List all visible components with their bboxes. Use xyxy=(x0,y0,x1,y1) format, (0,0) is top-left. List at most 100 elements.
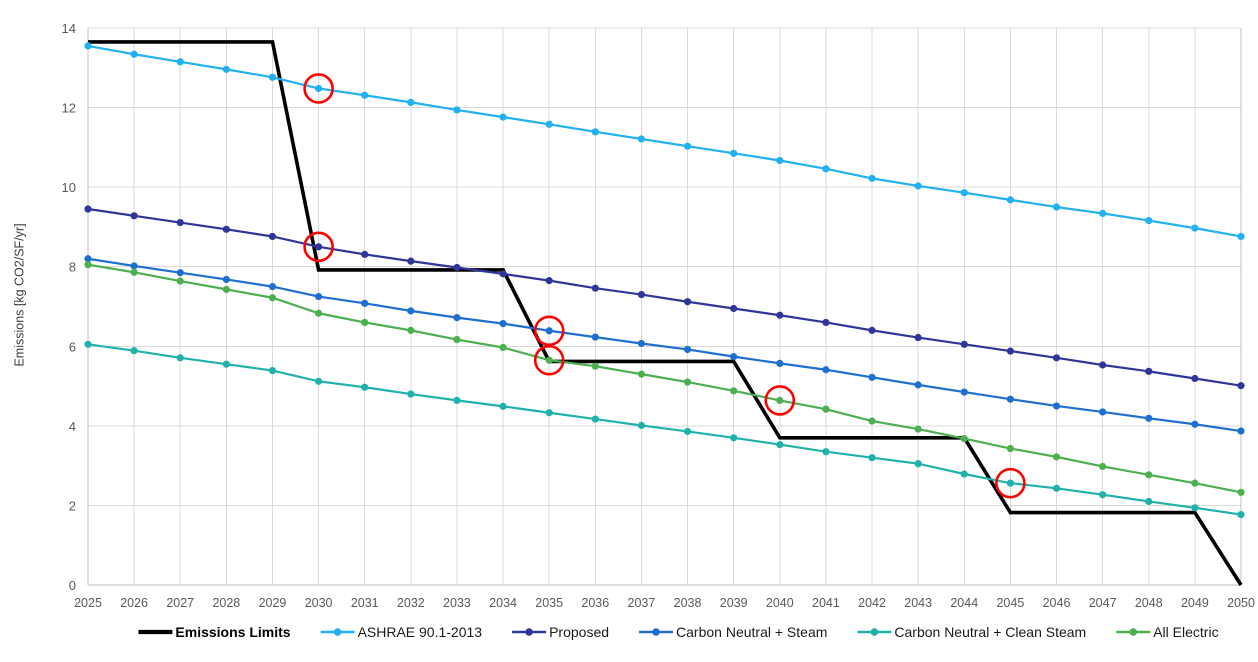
data-point xyxy=(683,427,692,436)
x-tick-label: 2050 xyxy=(1227,596,1255,610)
data-point xyxy=(407,390,415,398)
data-point xyxy=(637,290,646,299)
data-point xyxy=(868,373,876,381)
data-point xyxy=(914,381,922,389)
x-axis-ticks: 2025 2026 2027 2028 2029 2030 2031 2032 2033 2034… xyxy=(74,596,1255,610)
data-point xyxy=(637,339,646,348)
x-tick-label: 2040 xyxy=(766,596,794,610)
data-point xyxy=(84,42,92,50)
data-point xyxy=(315,309,323,317)
data-point xyxy=(545,327,553,335)
data-point xyxy=(545,409,553,417)
data-point xyxy=(499,343,507,352)
y-tick-label: 4 xyxy=(69,419,76,434)
legend-swatch-marker xyxy=(870,628,879,636)
data-point xyxy=(683,142,692,150)
data-point xyxy=(822,165,830,173)
data-point xyxy=(130,50,138,58)
legend-label: All Electric xyxy=(1153,624,1218,640)
series-layer xyxy=(84,40,1245,586)
y-tick-label: 6 xyxy=(69,339,76,354)
x-tick-label: 2042 xyxy=(858,596,886,610)
data-point xyxy=(268,283,277,291)
x-tick-label: 2029 xyxy=(259,596,287,610)
legend-label: Proposed xyxy=(549,624,609,640)
data-point xyxy=(176,58,184,66)
x-tick-label: 2027 xyxy=(166,596,194,610)
x-tick-label: 2034 xyxy=(489,596,517,610)
data-point xyxy=(1006,444,1015,453)
data-point xyxy=(591,362,599,370)
legend-label: Carbon Neutral + Steam xyxy=(676,624,827,640)
legend-item-ashrae-90-1-2013[interactable]: ASHRAE 90.1-2013 xyxy=(320,624,483,640)
series-carbon-neutral-steam xyxy=(84,255,1245,435)
data-point xyxy=(361,318,369,327)
data-point xyxy=(407,326,415,334)
x-tick-label: 2032 xyxy=(397,596,425,610)
data-point xyxy=(914,460,922,468)
data-point xyxy=(1145,414,1153,422)
data-point xyxy=(1052,402,1061,410)
data-point xyxy=(453,314,461,322)
x-tick-label: 2026 xyxy=(120,596,148,610)
x-tick-label: 2045 xyxy=(996,596,1024,610)
data-point xyxy=(683,378,692,386)
x-tick-label: 2039 xyxy=(720,596,748,610)
annotation-circle-highlight-2030-proposed xyxy=(303,231,334,263)
data-point xyxy=(868,326,876,334)
data-point xyxy=(1145,471,1153,479)
data-point xyxy=(222,360,230,368)
data-point xyxy=(407,98,415,106)
legend-item-proposed[interactable]: Proposed xyxy=(512,624,609,640)
data-point xyxy=(1237,488,1245,496)
legend-item-emissions-limits[interactable]: Emissions Limits xyxy=(138,624,291,640)
data-point xyxy=(822,405,830,413)
data-point xyxy=(545,120,553,128)
data-point xyxy=(268,366,277,375)
data-point xyxy=(1191,504,1199,512)
legend-item-all-electric[interactable]: All Electric xyxy=(1116,624,1219,640)
data-point xyxy=(776,359,784,367)
data-point xyxy=(176,218,184,227)
data-point xyxy=(545,356,553,364)
data-point xyxy=(730,149,738,157)
series-line xyxy=(88,40,1243,586)
data-point xyxy=(222,275,230,284)
data-point xyxy=(683,298,692,306)
data-point xyxy=(1191,479,1199,487)
series-line xyxy=(87,257,1242,433)
data-point xyxy=(315,243,323,251)
legend-item-carbon-neutral-clean-steam[interactable]: Carbon Neutral + Clean Steam xyxy=(857,624,1086,640)
data-point xyxy=(499,113,507,121)
data-point xyxy=(84,205,92,213)
y-tick-label: 0 xyxy=(69,578,76,593)
data-point xyxy=(914,182,922,190)
data-point xyxy=(1006,196,1015,204)
data-point xyxy=(1052,203,1061,211)
series-line xyxy=(87,207,1242,387)
data-point xyxy=(130,262,138,270)
annotation-circle-highlight-2045-carbon-neutral-clean-steam xyxy=(995,467,1026,499)
data-point xyxy=(730,304,738,313)
x-tick-label: 2030 xyxy=(305,596,333,610)
data-point xyxy=(1052,354,1061,362)
x-tick-label: 2028 xyxy=(212,596,240,610)
data-point xyxy=(84,261,92,269)
data-point xyxy=(822,318,830,327)
data-point xyxy=(499,270,507,278)
x-tick-label: 2035 xyxy=(535,596,563,610)
data-point xyxy=(1006,479,1015,487)
chart-legend: Emissions Limits ASHRAE 90.1-2013 Proposed… xyxy=(138,624,1219,640)
data-point xyxy=(1237,427,1245,435)
data-point xyxy=(1052,484,1061,492)
data-point xyxy=(960,189,968,197)
x-tick-label: 2037 xyxy=(628,596,656,610)
legend-item-carbon-neutral-steam[interactable]: Carbon Neutral + Steam xyxy=(639,624,827,640)
series-all-electric xyxy=(84,261,1245,496)
data-point xyxy=(545,277,553,285)
data-point xyxy=(637,421,646,430)
x-tick-label: 2025 xyxy=(74,596,102,610)
data-point xyxy=(822,448,830,456)
